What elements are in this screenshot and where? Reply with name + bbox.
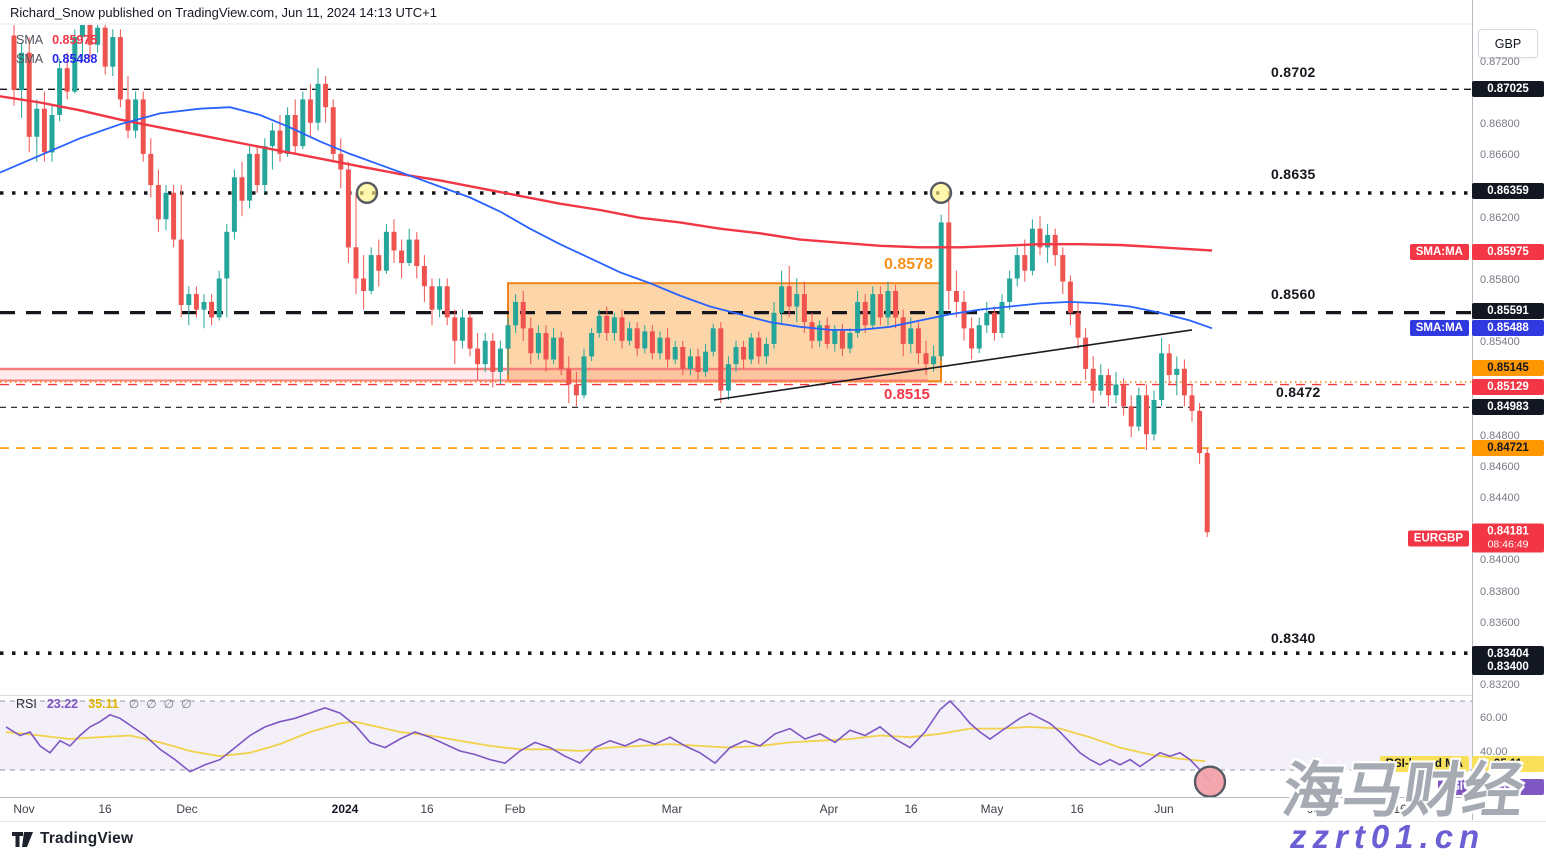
level-price-label: 0.8560 (1271, 286, 1316, 302)
rsi-ma-value: 35.11 (88, 697, 119, 711)
time-label[interactable]: Dec (176, 802, 198, 816)
price-chart-canvas[interactable] (0, 0, 1472, 797)
price-tick: 0.85800 (1480, 274, 1520, 287)
event-circle[interactable] (929, 181, 953, 205)
currency-toggle-button[interactable]: GBP (1478, 29, 1538, 58)
rsi-circle[interactable] (1193, 765, 1227, 797)
watermark-url: zzrt01.cn (1290, 818, 1486, 855)
time-label[interactable]: Apr (819, 802, 839, 816)
time-axis[interactable]: Nov 16 Dec 2024 16 Feb Mar Apr 16 May 16 Jun Jul 16 (0, 797, 1546, 822)
sma-label: SMA (16, 32, 44, 47)
rsi-line[interactable] (5, 699, 1211, 783)
tradingview-logo[interactable]: TradingView (12, 830, 133, 848)
range-bottom-label: 0.8515 (884, 386, 930, 403)
price-tick: 0.83800 (1480, 585, 1520, 598)
time-label[interactable]: Jul (1307, 802, 1323, 816)
sma-legend-row[interactable]: SMA 0.85488 (16, 49, 97, 68)
time-label[interactable]: Feb (504, 802, 526, 816)
rsi-legend[interactable]: RSI 23.22 35.11 ∅ ∅ ∅ ∅ (16, 697, 192, 711)
empty-param-icon: ∅ (128, 697, 140, 711)
price-tick: 0.84600 (1480, 460, 1520, 473)
time-label[interactable]: May (980, 802, 1004, 816)
price-axis[interactable]: GBP 0.87200 0.86800 0.86600 0.86200 0.85800 0… (1472, 0, 1546, 820)
trendline[interactable] (713, 329, 1193, 401)
sma-label: SMA (16, 51, 44, 66)
price-tick: 0.83200 (1480, 679, 1520, 691)
time-label[interactable]: Mar (661, 802, 683, 816)
time-label[interactable]: 16 (98, 802, 112, 816)
empty-param-icon: ∅ (163, 697, 175, 711)
time-label[interactable]: Nov (13, 802, 35, 816)
empty-param-icon: ∅ (146, 697, 157, 711)
publish-title: Richard_Snow published on TradingView.co… (10, 5, 437, 20)
candles (11, 25, 1210, 537)
level-price-label: 0.8340 (1271, 630, 1316, 646)
price-tick: 0.87200 (1480, 56, 1520, 68)
level-price-label: 0.8472 (1276, 384, 1321, 400)
consolidation-box[interactable] (507, 282, 942, 383)
rsi-band (0, 701, 1472, 770)
sma-fast-line[interactable] (0, 106, 1213, 331)
price-tick: 0.86600 (1480, 149, 1520, 162)
price-tick: 0.84800 (1480, 429, 1520, 442)
rsi-tick: 60.00 (1480, 712, 1508, 724)
time-label[interactable]: 16 (1393, 802, 1407, 816)
time-label[interactable]: Jun (1154, 802, 1174, 816)
rsi-value: 23.22 (46, 697, 79, 711)
level-price-label: 0.8702 (1271, 64, 1316, 80)
time-label[interactable]: 16 (1070, 802, 1084, 816)
time-label[interactable]: 2024 (331, 802, 359, 816)
empty-param-icon: ∅ (181, 697, 192, 711)
watermark-cn: 海马财经 (1278, 757, 1529, 824)
level-price-label: 0.8635 (1271, 166, 1316, 182)
price-tick: 0.83600 (1480, 616, 1520, 629)
sma-fast-value: 0.85488 (52, 51, 98, 66)
sma-legend: SMA 0.85975 SMA 0.85488 (16, 30, 97, 68)
range-top-label: 0.8578 (884, 256, 933, 273)
price-tick: 0.84000 (1480, 554, 1520, 567)
price-tick: 0.86800 (1480, 118, 1520, 131)
rsi-tick: 40.00 (1480, 746, 1508, 758)
sma-slow-value: 0.85975 (52, 32, 98, 47)
sma-slow-line[interactable] (0, 95, 1213, 252)
sma-legend-row[interactable]: SMA 0.85975 (16, 30, 97, 49)
time-label[interactable]: 16 (420, 802, 434, 816)
rsi-label: RSI (16, 697, 37, 711)
price-tick: 0.86200 (1480, 211, 1520, 224)
footer-bar: TradingView (0, 821, 1546, 857)
tradingview-wordmark: TradingView (40, 830, 134, 847)
price-tick: 0.84400 (1480, 492, 1520, 505)
tradingview-logo-icon (12, 831, 33, 847)
event-circle[interactable] (355, 181, 379, 205)
rsi-empty-params: ∅ ∅ ∅ ∅ (129, 697, 192, 711)
price-tick: 0.85400 (1480, 336, 1520, 349)
time-label[interactable]: 16 (904, 802, 918, 816)
support-band[interactable] (0, 369, 928, 381)
